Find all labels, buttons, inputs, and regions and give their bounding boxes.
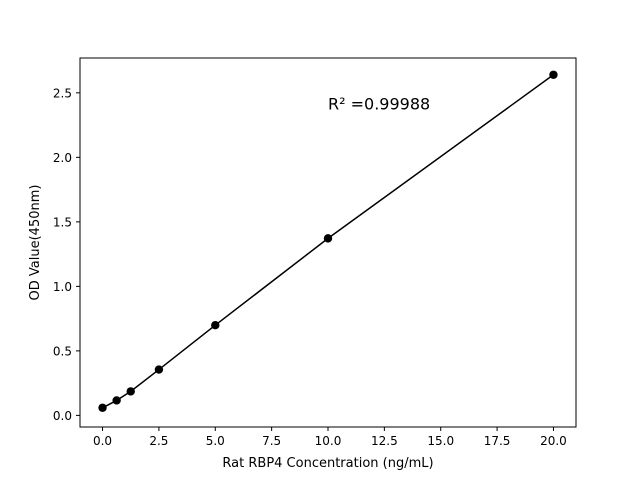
x-tick-label: 20.0	[540, 434, 567, 448]
y-tick-label: 2.0	[53, 151, 72, 165]
x-tick-label: 10.0	[315, 434, 342, 448]
y-tick-label: 1.0	[53, 280, 72, 294]
data-point	[323, 234, 333, 243]
data-point	[549, 70, 558, 79]
r-squared-annotation: R² =0.99988	[328, 95, 430, 114]
y-tick-label: 1.5	[53, 215, 72, 229]
y-tick-label: 0.0	[53, 409, 72, 423]
x-tick-label: 15.0	[427, 434, 454, 448]
x-tick-label: 7.5	[262, 434, 281, 448]
data-point	[112, 396, 121, 405]
data-point	[98, 403, 107, 412]
data-point	[211, 321, 220, 330]
x-tick-label: 12.5	[371, 434, 398, 448]
y-axis-label: OD Value(450nm)	[28, 185, 43, 301]
x-tick-label: 5.0	[206, 434, 225, 448]
x-tick-label: 0.0	[93, 434, 112, 448]
data-point	[154, 365, 164, 374]
x-tick-label: 2.5	[149, 434, 168, 448]
data-point	[126, 387, 135, 396]
y-tick-label: 0.5	[53, 344, 72, 358]
x-axis-label: Rat RBP4 Concentration (ng/mL)	[222, 456, 433, 471]
y-tick-label: 2.5	[53, 86, 72, 100]
x-tick-label: 17.5	[484, 434, 511, 448]
